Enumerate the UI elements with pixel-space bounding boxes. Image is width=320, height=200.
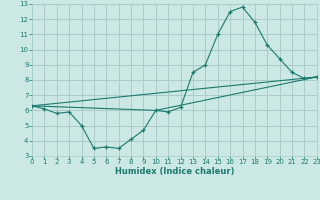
X-axis label: Humidex (Indice chaleur): Humidex (Indice chaleur) <box>115 167 234 176</box>
